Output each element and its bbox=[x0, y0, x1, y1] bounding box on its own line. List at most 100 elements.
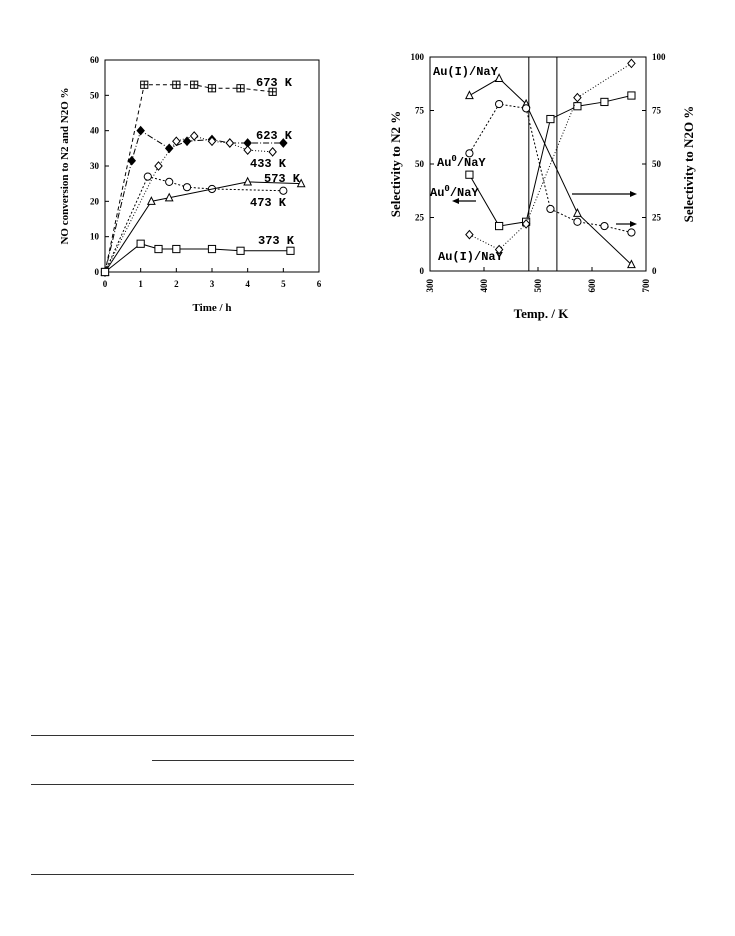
label-au1-bottom: Au(I)/NaY bbox=[438, 250, 504, 264]
label-623k: 623 K bbox=[256, 129, 293, 143]
chart2-ytick-left-label-0: 0 bbox=[420, 266, 425, 276]
chart2-series-2-point-3 bbox=[546, 114, 555, 124]
chart1-ytick-label-6: 60 bbox=[90, 55, 100, 65]
chart2-series-2-point-3-shape bbox=[546, 114, 555, 124]
chart1-series-4-point-1-shape bbox=[146, 196, 156, 205]
chart1-series-2-point-7-shape bbox=[268, 147, 277, 157]
chart2-series-line-3 bbox=[469, 62, 632, 251]
chart1-series-5-point-4-shape bbox=[207, 244, 217, 254]
chart1-series-3-point-5 bbox=[279, 186, 288, 195]
chart2-ytick-right-label-3: 75 bbox=[652, 106, 662, 116]
chart1-series-2-point-5 bbox=[225, 138, 235, 148]
chart2-series-line-1 bbox=[468, 103, 632, 233]
chart2-series-0-point-0 bbox=[465, 90, 474, 100]
chart1-series-2-point-6 bbox=[243, 145, 252, 155]
chart2-ytick-right-label-0: 0 bbox=[652, 266, 657, 276]
chart1-xtick-label-3: 3 bbox=[210, 279, 215, 289]
chart1-series-2-point-3 bbox=[189, 131, 199, 141]
chart1-series-1-point-2 bbox=[136, 125, 145, 136]
chart1-series-1-point-4-shape bbox=[182, 136, 192, 147]
chart1-series-5-point-2-shape bbox=[154, 244, 163, 254]
chart2-series-line-0 bbox=[469, 77, 632, 265]
chart1-series-line-3 bbox=[104, 176, 284, 273]
chart2-series-1-point-2-shape bbox=[522, 104, 531, 113]
chart1-xtick-label-2: 2 bbox=[174, 279, 179, 289]
chart1-series-0-point-2 bbox=[172, 80, 181, 89]
label-673k: 673 K bbox=[256, 76, 293, 90]
chart2-series-0-point-1 bbox=[494, 73, 504, 82]
chart1-series-1-point-3 bbox=[164, 143, 174, 154]
chart2-series-2-point-5-shape bbox=[600, 97, 609, 107]
chart2-xtick-label-1: 400 bbox=[479, 279, 489, 293]
chart1-series-0-point-3 bbox=[190, 80, 199, 89]
chart1-ytick-label-4: 40 bbox=[90, 126, 100, 136]
chart2-series-1-point-1-shape bbox=[495, 99, 504, 109]
chart1-series-0-point-6 bbox=[268, 87, 277, 96]
chart2-xtick-label-3: 600 bbox=[587, 279, 597, 293]
chart1-series-4-point-2-shape bbox=[164, 192, 174, 202]
chart1-series-1-point-8-shape bbox=[279, 138, 288, 148]
chart1-series-0-point-1 bbox=[140, 80, 149, 89]
label-433k: 433 K bbox=[250, 157, 287, 171]
chart1-x-axis-label: Time / h bbox=[193, 302, 232, 314]
au0-left-sup: 0 bbox=[444, 184, 449, 194]
chart1-series-5-point-5 bbox=[236, 246, 245, 255]
chart1-series-4-point-3-shape bbox=[243, 176, 253, 186]
chart1-series-5-point-4 bbox=[207, 244, 217, 254]
chart1-y-axis-label: NO conversion to N2 and N2O % bbox=[59, 87, 71, 244]
chart2-left-y-axis-label: Selectivity to N2 % bbox=[388, 111, 403, 218]
chart1-series-2-point-3-shape bbox=[189, 131, 199, 141]
chart2-series-2-point-6-shape bbox=[627, 91, 636, 100]
chart1-series-1-point-3-shape bbox=[164, 143, 174, 154]
chart1-series-4-point-4 bbox=[296, 178, 306, 188]
chart1-xtick-label-0: 0 bbox=[103, 279, 108, 289]
chart2-series-1-point-5 bbox=[600, 221, 609, 231]
chart2-ytick-left-label-4: 100 bbox=[411, 52, 425, 62]
label-573k: 573 K bbox=[264, 172, 301, 186]
chart2-series-3-point-0-shape bbox=[465, 229, 474, 240]
chart1-series-line-2 bbox=[104, 135, 273, 273]
chart1-ytick-label-5: 50 bbox=[90, 90, 100, 100]
chart2-series-3-point-0 bbox=[465, 229, 474, 240]
right-axis-arrow-lower bbox=[616, 221, 637, 227]
chart2-series-3-point-3 bbox=[573, 92, 582, 103]
chart2-series-1-point-0 bbox=[465, 149, 474, 158]
chart1-series-2-point-2-shape bbox=[172, 136, 181, 147]
chart2-series-2-point-0 bbox=[465, 170, 474, 179]
table-header-rule bbox=[31, 784, 354, 785]
chart1-series-0-point-4 bbox=[207, 84, 217, 93]
chart2-series-3-point-4-shape bbox=[627, 58, 636, 69]
chart2-series-3-point-1 bbox=[494, 244, 504, 255]
chart2-vertical-lines bbox=[528, 57, 558, 271]
chart1-series-1-point-2-shape bbox=[136, 125, 145, 136]
chart2-xtick-label-2: 500 bbox=[533, 279, 543, 293]
au0-left-base: Au bbox=[430, 186, 444, 200]
chart1-series-1-point-8 bbox=[279, 138, 288, 148]
chart2-series-0-point-3 bbox=[573, 208, 582, 217]
chart2-xtick-label-4: 700 bbox=[641, 279, 651, 293]
table-sub-rule bbox=[152, 760, 354, 761]
chart1-series-4-point-1 bbox=[146, 196, 156, 205]
chart2-series-2-point-0-shape bbox=[465, 170, 474, 179]
chart1-xtick-label-1: 1 bbox=[138, 279, 143, 289]
chart1-series-3-point-3 bbox=[182, 183, 192, 192]
chart2-ytick-right-label-4: 100 bbox=[652, 52, 666, 62]
chart1-series-3-point-1 bbox=[143, 172, 152, 181]
chart2-ytick-left-label-3: 75 bbox=[415, 106, 425, 116]
chart2-ytick-left-label-1: 25 bbox=[415, 213, 425, 223]
chart1-series-2-point-4 bbox=[207, 136, 217, 147]
chart2-series-3-point-1-shape bbox=[494, 244, 504, 255]
chart1-ytick-label-2: 20 bbox=[90, 196, 100, 206]
chart1-series-5-point-0 bbox=[100, 267, 110, 277]
chart1-series-5-point-3-shape bbox=[172, 244, 181, 254]
label-au0-mid: Au0/NaY bbox=[437, 154, 486, 170]
chart2-series-1-point-0-shape bbox=[465, 149, 474, 158]
right-axis-arrow-upper bbox=[572, 191, 637, 197]
au0-mid-tail: /NaY bbox=[457, 156, 487, 170]
chart1-series-3-point-5-shape bbox=[279, 186, 288, 195]
chart1-series-2-point-4-shape bbox=[207, 136, 217, 147]
chart1-series-2-point-1-shape bbox=[154, 161, 163, 171]
label-au0-left: Au0/NaY bbox=[430, 184, 479, 200]
chart2-series-0-point-3-shape bbox=[573, 208, 582, 217]
